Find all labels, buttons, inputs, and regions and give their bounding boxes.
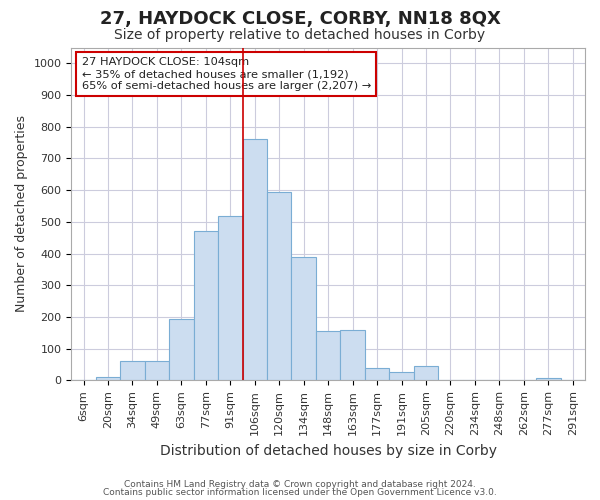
Bar [218,216,242,380]
Text: Contains HM Land Registry data © Crown copyright and database right 2024.: Contains HM Land Registry data © Crown c… [124,480,476,489]
Bar [169,318,194,380]
Bar [194,230,218,380]
Bar [145,360,169,380]
Text: Contains public sector information licensed under the Open Government Licence v3: Contains public sector information licen… [103,488,497,497]
Bar [96,376,120,380]
Bar [120,360,145,380]
Bar [414,366,438,380]
Bar [242,140,267,380]
X-axis label: Distribution of detached houses by size in Corby: Distribution of detached houses by size … [160,444,497,458]
Y-axis label: Number of detached properties: Number of detached properties [15,116,28,312]
Text: Size of property relative to detached houses in Corby: Size of property relative to detached ho… [115,28,485,42]
Text: 27, HAYDOCK CLOSE, CORBY, NN18 8QX: 27, HAYDOCK CLOSE, CORBY, NN18 8QX [100,10,500,28]
Bar [340,330,365,380]
Bar [267,192,292,380]
Bar [536,378,560,380]
Bar [389,372,414,380]
Bar [292,258,316,380]
Text: 27 HAYDOCK CLOSE: 104sqm
← 35% of detached houses are smaller (1,192)
65% of sem: 27 HAYDOCK CLOSE: 104sqm ← 35% of detach… [82,58,371,90]
Bar [316,331,340,380]
Bar [365,368,389,380]
